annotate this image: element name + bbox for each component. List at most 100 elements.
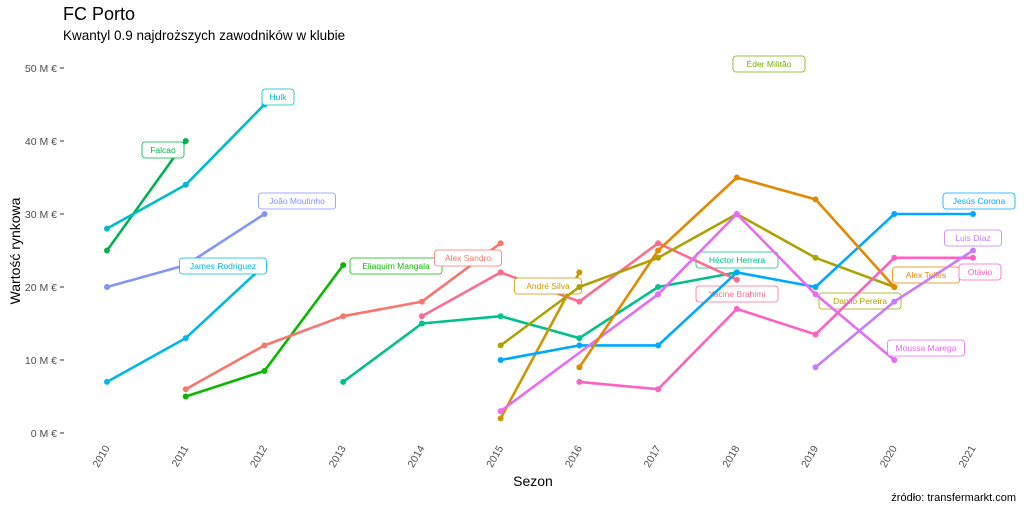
series--der-milit-o: Éder Militão (732, 55, 806, 73)
label-box (261, 88, 295, 106)
data-point (340, 313, 347, 320)
data-point (655, 342, 662, 349)
data-point (655, 247, 662, 254)
series-hulk: Hulk (104, 88, 295, 232)
data-point (497, 415, 504, 422)
label-box (258, 192, 336, 210)
series-luis-d-az: Luis Díaz (812, 229, 1002, 371)
series-danilo-pereira: Danilo Pereira (497, 211, 902, 349)
x-tick-label: 2010 (91, 443, 113, 469)
label-box (958, 263, 1002, 281)
data-point (497, 269, 504, 276)
data-point (655, 386, 662, 393)
data-point (655, 291, 662, 298)
label-box (141, 141, 185, 159)
data-point (261, 342, 268, 349)
x-axis-title: Sezon (513, 473, 553, 489)
label-box (887, 339, 965, 357)
x-tick-label: 2018 (720, 443, 742, 469)
series-james-rodriguez: James Rodriguez (104, 257, 268, 385)
y-tick-label: 20 M € (25, 282, 57, 294)
chart-title: FC Porto (63, 4, 136, 24)
data-point (104, 247, 110, 254)
data-point (497, 313, 504, 320)
series-label: André Silva (526, 281, 570, 291)
series-line (106, 212, 266, 289)
series-label: Eliaquim Mangala (362, 261, 430, 271)
series-label: Alex Telles (906, 270, 946, 280)
data-point (733, 174, 740, 181)
series-falcao: Falcao (104, 138, 189, 254)
x-tick-label: 2015 (484, 443, 506, 469)
y-tick-label: 0 M € (31, 428, 57, 440)
data-point (812, 196, 819, 203)
series-eliaquim-mangala: Eliaquim Mangala (182, 257, 443, 400)
series-label: Éder Militão (747, 59, 792, 69)
series-label: Yacine Brahimi (709, 289, 766, 299)
data-point (182, 386, 189, 393)
x-tick-label: 2019 (799, 443, 821, 469)
data-point (182, 138, 189, 144)
data-point (891, 357, 898, 363)
series-label: Luis Díaz (955, 233, 990, 243)
series-label: Otávio (968, 267, 993, 277)
data-point (576, 269, 583, 276)
x-tick-label: 2014 (405, 443, 427, 469)
series-label: Danilo Pereira (833, 296, 887, 306)
data-point (970, 254, 976, 261)
label-box (944, 229, 1002, 247)
data-point (104, 378, 110, 385)
data-point (812, 254, 819, 261)
label-box (942, 192, 1016, 210)
data-point (812, 331, 819, 338)
data-point (733, 305, 740, 312)
x-tick-label: 2021 (957, 443, 979, 469)
series-label: Jesús Corona (953, 196, 1006, 206)
y-tick-label: 10 M € (25, 355, 57, 367)
data-point (891, 254, 898, 261)
data-point (576, 335, 583, 342)
data-point (261, 367, 268, 374)
data-point (104, 225, 110, 232)
y-tick-label: 30 M € (25, 209, 57, 221)
series-line (342, 271, 738, 383)
series-line (106, 103, 266, 230)
series-label: Moussa Marega (896, 343, 957, 353)
label-box (818, 292, 902, 310)
series-line (499, 212, 896, 413)
data-point (655, 240, 662, 247)
data-point (733, 276, 740, 283)
data-point (497, 357, 504, 363)
series-label: Falcao (150, 145, 176, 155)
series-jes-s-corona: Jesús Corona (497, 192, 1016, 363)
series-label: James Rodriguez (190, 261, 256, 271)
data-point (340, 378, 347, 385)
data-point (733, 211, 740, 217)
x-tick-label: 2013 (327, 443, 349, 469)
data-point (497, 342, 504, 349)
data-point (576, 364, 583, 371)
data-point (497, 240, 504, 247)
data-point (261, 211, 268, 217)
data-point (655, 254, 662, 261)
data-point (970, 211, 976, 217)
data-point (182, 181, 189, 188)
x-tick-label: 2016 (563, 443, 585, 469)
data-point (891, 298, 898, 305)
series-moussa-marega: Moussa Marega (497, 211, 965, 415)
data-point (891, 211, 898, 217)
label-box (434, 249, 502, 267)
series-line (499, 212, 895, 347)
series-label: Héctor Herrera (709, 255, 765, 265)
data-point (733, 269, 740, 276)
x-tick-label: 2011 (170, 443, 192, 469)
data-point (182, 335, 189, 342)
chart-subtitle: Kwantyl 0.9 najdroższych zawodników w kl… (63, 28, 346, 43)
y-axis-title: Wartość rynkowa (7, 197, 23, 304)
data-point (812, 284, 819, 290)
series-andr-silva: André Silva (497, 269, 583, 422)
series-line (105, 140, 187, 252)
label-box (732, 55, 806, 73)
